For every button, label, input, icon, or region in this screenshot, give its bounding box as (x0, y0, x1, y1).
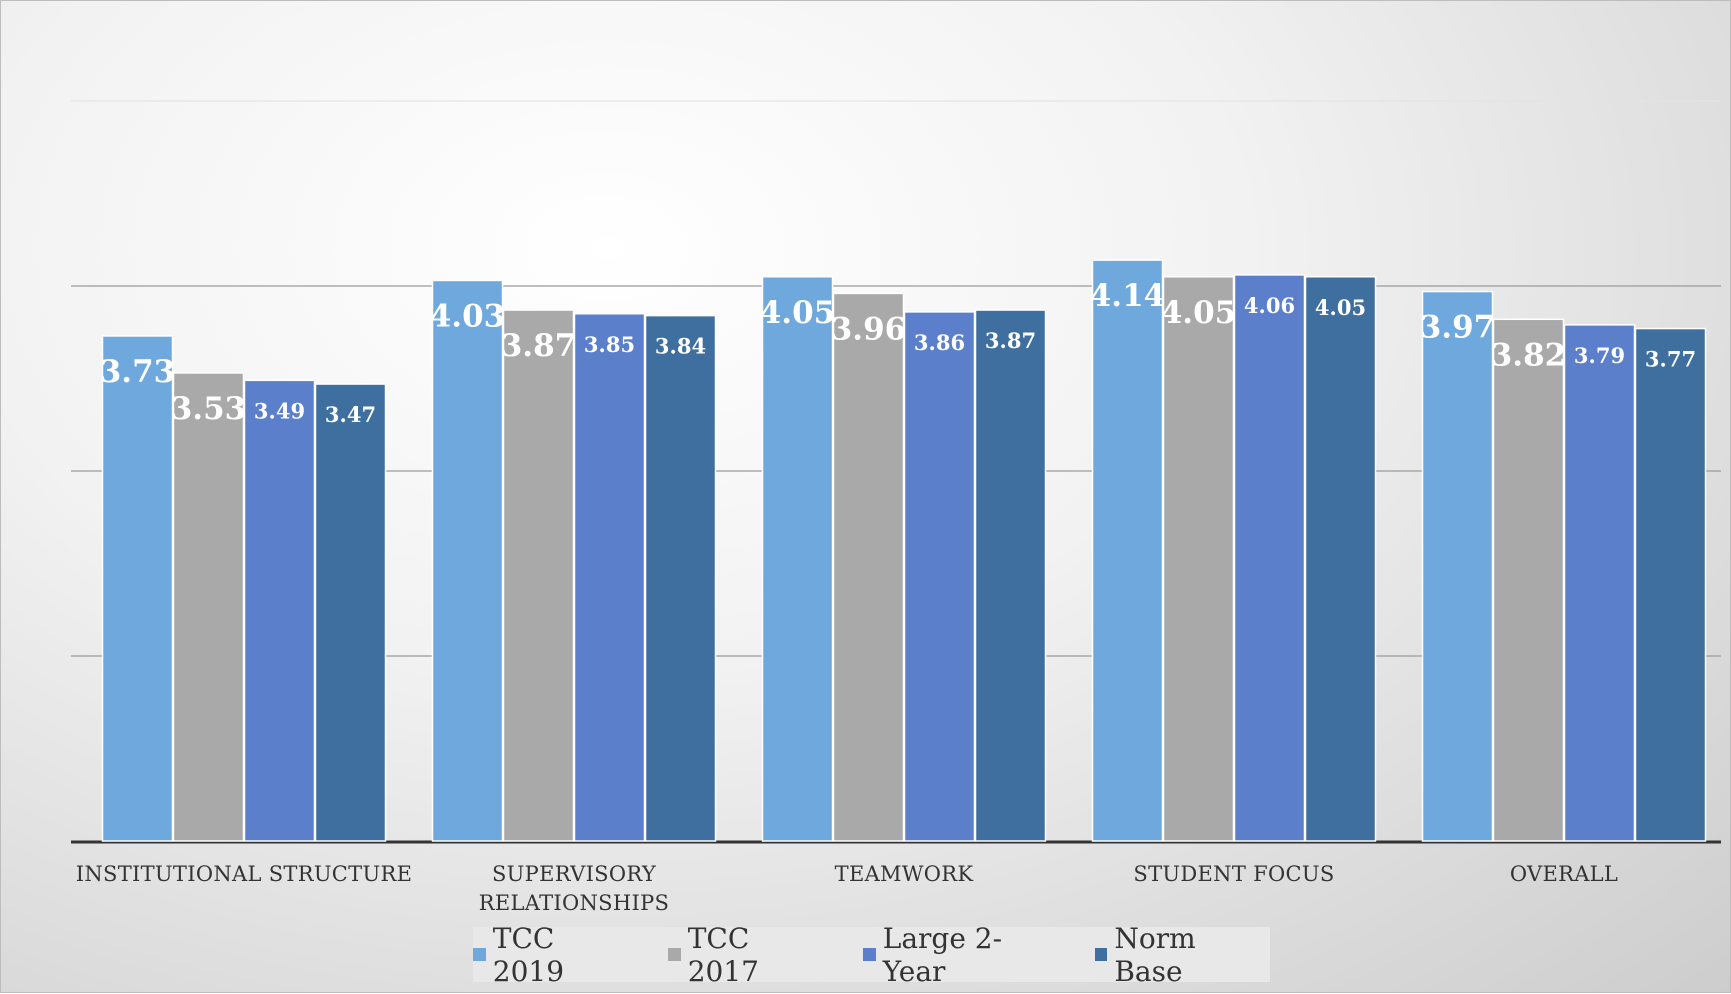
bar-tcc-2017 (502, 309, 575, 842)
data-label: 4.05 (1315, 295, 1366, 320)
legend-label: Large 2-Year (882, 921, 1003, 988)
data-label: 4.05 (1161, 295, 1237, 331)
category-label: INSTITUTIONAL STRUCTURE (76, 862, 412, 886)
data-label: 4.05 (760, 295, 836, 331)
legend-label: Norm Base (1114, 921, 1196, 988)
legend: TCC 2019 TCC 2017 Large 2-Year Norm Base (473, 922, 1270, 988)
bar-norm-base (644, 314, 717, 842)
data-label: 3.47 (325, 402, 376, 427)
category-label: RELATIONSHIPS (479, 891, 669, 915)
bar-large-2-year (573, 313, 646, 842)
data-label: 3.86 (914, 330, 965, 355)
legend-swatch (1094, 948, 1108, 961)
data-label: 3.84 (655, 334, 706, 359)
bar-norm-base (1304, 276, 1377, 842)
data-label: 3.85 (584, 332, 635, 357)
bar-large-2-year (903, 311, 976, 842)
data-label: 3.97 (1420, 310, 1496, 346)
bar-tcc-2019 (1091, 259, 1164, 842)
data-label: 3.87 (501, 328, 577, 364)
bar-large-2-year (243, 379, 316, 842)
data-label: 3.96 (831, 311, 907, 347)
data-label: 3.53 (171, 391, 247, 427)
data-label: 3.49 (254, 398, 305, 423)
bar-large-2-year (1233, 274, 1306, 842)
bar-tcc-2017 (832, 292, 905, 842)
legend-item: TCC 2017 (667, 921, 827, 988)
bars (101, 259, 1707, 842)
bar-tcc-2017 (1162, 276, 1235, 842)
category-label: OVERALL (1510, 862, 1618, 886)
bar-norm-base (314, 383, 387, 842)
category-label: SUPERVISORY (492, 862, 657, 886)
bar-tcc-2017 (1492, 318, 1565, 842)
data-label: 3.77 (1645, 347, 1696, 372)
legend-swatch (473, 948, 486, 961)
bar-norm-base (974, 309, 1047, 842)
category-label: TEAMWORK (835, 862, 974, 886)
legend-item: Large 2-Year (862, 921, 1059, 988)
data-label: 4.14 (1090, 278, 1166, 314)
legend-label: TCC 2019 (492, 921, 565, 988)
data-label: 3.87 (985, 328, 1036, 353)
category-label: STUDENT FOCUS (1133, 862, 1334, 886)
bar-tcc-2019 (1421, 290, 1494, 842)
bar-norm-base (1634, 327, 1707, 842)
data-label: 3.82 (1491, 337, 1567, 373)
bar-tcc-2017 (172, 372, 245, 842)
data-labels: 3.733.53 3.49 3.474.033.87 3.85 3.844.053.96… (100, 278, 1696, 427)
data-label: 3.73 (100, 354, 176, 390)
legend-label: TCC 2017 (687, 921, 759, 988)
legend-swatch (667, 948, 681, 961)
bar-large-2-year (1563, 324, 1636, 842)
data-label: 4.03 (430, 298, 506, 334)
bar-tcc-2019 (431, 279, 504, 842)
legend-item: Norm Base (1094, 921, 1270, 988)
legend-item: TCC 2019 (473, 922, 632, 988)
bar-tcc-2019 (101, 335, 174, 842)
data-label: 3.79 (1574, 343, 1625, 368)
data-label: 4.06 (1244, 293, 1295, 318)
bar-tcc-2019 (761, 276, 834, 842)
legend-swatch (862, 948, 876, 961)
category-labels: INSTITUTIONAL STRUCTURE SUPERVISORY RELATI… (76, 862, 1618, 915)
